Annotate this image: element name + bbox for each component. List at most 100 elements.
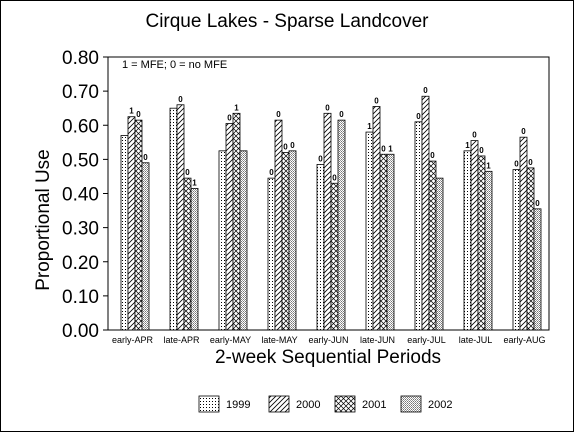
- bar-1999-late-apr: [169, 107, 178, 331]
- mfe-flag-1999-early-jun: 0: [318, 154, 323, 163]
- mfe-flag-1999-early-aug: 0: [514, 160, 519, 169]
- bar-2002-early-jun: [337, 119, 346, 331]
- mfe-flag-1999-late-may: 0: [269, 168, 274, 177]
- bar-2000-late-jul: [470, 140, 479, 331]
- y-tick-label: 0.10: [62, 287, 99, 308]
- x-tick-label: early-JUN: [308, 335, 348, 345]
- bar-2002-late-jul: [484, 170, 493, 331]
- mfe-flag-2000-early-aug: 0: [521, 127, 526, 136]
- bar-1999-early-may: [218, 150, 227, 331]
- bar-2000-early-jul: [421, 95, 430, 331]
- y-axis: 0.00 0.10 0.20 0.30 0.40 0.50 0.60 0.70 0.80: [62, 48, 108, 342]
- mfe-flag-2001-late-jun: 0: [381, 144, 386, 153]
- x-axis: early-APR late-APR early-MAY late-MAY early-…: [112, 335, 546, 345]
- bar-2001-late-may: [281, 152, 290, 331]
- legend-label-2000: 2000: [296, 399, 320, 411]
- bar-2001-late-apr: [183, 177, 192, 331]
- x-tick-label: late-JUL: [459, 335, 493, 345]
- y-tick-label: 0.70: [62, 82, 99, 103]
- x-tick-label: early-APR: [112, 335, 154, 345]
- bar-2001-late-jul: [477, 155, 486, 331]
- mfe-flag-2002-early-apr: 0: [143, 153, 148, 162]
- legend: 1999 2000 2001 2002: [198, 395, 452, 413]
- bar-1999-late-jul: [463, 150, 472, 331]
- mfe-note: 1 = MFE; 0 = no MFE: [122, 59, 227, 71]
- x-tick-label: early-MAY: [210, 335, 251, 345]
- mfe-flag-1999-late-jun: 1: [367, 122, 372, 131]
- bar-1999-late-may: [267, 177, 276, 331]
- x-tick-label: late-APR: [163, 335, 200, 345]
- y-tick-label: 0.40: [62, 185, 99, 206]
- bar-2002-early-aug: [533, 208, 542, 331]
- x-tick-label: early-JUL: [407, 335, 446, 345]
- y-tick-label: 0.00: [62, 321, 99, 342]
- bar-2002-early-may: [239, 150, 248, 331]
- legend-label-2002: 2002: [428, 399, 452, 411]
- bar-2000-early-apr: [127, 116, 136, 331]
- mfe-flag-2002-early-aug: 0: [535, 199, 540, 208]
- mfe-flag-2002-late-apr: 1: [192, 178, 197, 187]
- mfe-flag-2001-early-aug: 0: [528, 158, 533, 167]
- mfe-flag-1999-early-jul: 0: [416, 112, 421, 121]
- bar-1999-early-jul: [414, 121, 423, 331]
- mfe-flag-2001-early-jul: 0: [430, 151, 435, 160]
- x-tick-label: late-MAY: [261, 335, 297, 345]
- mfe-flag-2002-late-jun: 1: [388, 144, 393, 153]
- y-tick-label: 0.60: [62, 116, 99, 137]
- bar-1999-early-aug: [512, 169, 521, 331]
- bar-2001-late-jun: [379, 153, 388, 331]
- x-tick-label: late-JUN: [360, 335, 395, 345]
- legend-swatch-1999: [198, 395, 220, 413]
- legend-swatch-2000: [268, 395, 290, 413]
- mfe-flag-2002-late-may: 0: [290, 141, 295, 150]
- y-tick-label: 0.50: [62, 150, 99, 171]
- mfe-flag-2002-early-jun: 0: [339, 110, 344, 119]
- mfe-flag-2000-late-jul: 0: [472, 131, 477, 140]
- bar-2001-early-jul: [428, 160, 437, 331]
- bar-2000-early-jun: [323, 112, 332, 331]
- mfe-flag-2002-late-jul: 1: [486, 161, 491, 170]
- mfe-flag-2001-late-apr: 0: [185, 168, 190, 177]
- bar-2000-late-may: [274, 119, 283, 331]
- mfe-flag-2000-early-may: 0: [227, 114, 232, 123]
- bar-2000-late-jun: [372, 106, 381, 331]
- bar-2001-early-jun: [330, 182, 339, 331]
- bar-2000-early-may: [225, 123, 234, 331]
- bar-2000-early-aug: [519, 136, 528, 331]
- mfe-flag-2001-early-apr: 0: [136, 110, 141, 119]
- legend-swatch-2001: [334, 395, 356, 413]
- mfe-flag-2001-late-may: 0: [283, 143, 288, 152]
- y-tick-label: 0.20: [62, 253, 99, 274]
- mfe-flag-2000-early-apr: 1: [129, 107, 134, 116]
- mfe-flag-2001-late-jul: 0: [479, 146, 484, 155]
- mfe-flag-2001-early-jun: 0: [332, 173, 337, 182]
- legend-swatch-2002: [400, 395, 422, 413]
- bar-2001-early-apr: [134, 119, 143, 331]
- bar-1999-early-apr: [120, 135, 129, 331]
- bars: [120, 95, 542, 331]
- bar-2002-early-apr: [141, 162, 150, 331]
- bar-2001-early-may: [232, 112, 241, 331]
- y-tick-label: 0.30: [62, 219, 99, 240]
- bar-2002-early-jul: [435, 177, 444, 331]
- bar-2002-late-apr: [190, 187, 199, 331]
- bar-2002-late-may: [288, 150, 297, 331]
- y-axis-title: Proportional Use: [33, 149, 54, 291]
- y-tick-label: 0.80: [62, 48, 99, 69]
- mfe-flag-1999-late-jul: 1: [465, 141, 470, 150]
- bar-1999-early-jun: [316, 164, 325, 331]
- mfe-flag-2000-early-jun: 0: [325, 103, 330, 112]
- legend-label-2001: 2001: [362, 399, 386, 411]
- mfe-flag-2000-late-jun: 0: [374, 96, 379, 105]
- mfe-flag-2000-late-may: 0: [276, 110, 281, 119]
- bar-2000-late-apr: [176, 104, 185, 331]
- chart-title: Cirque Lakes - Sparse Landcover: [145, 11, 429, 32]
- mfe-flag-2000-early-jul: 0: [423, 86, 428, 95]
- mfe-flag-2001-early-may: 1: [234, 103, 239, 112]
- x-axis-title: 2-week Sequential Periods: [215, 347, 441, 368]
- bar-2002-late-jun: [386, 153, 395, 331]
- bar-1999-late-jun: [365, 131, 374, 331]
